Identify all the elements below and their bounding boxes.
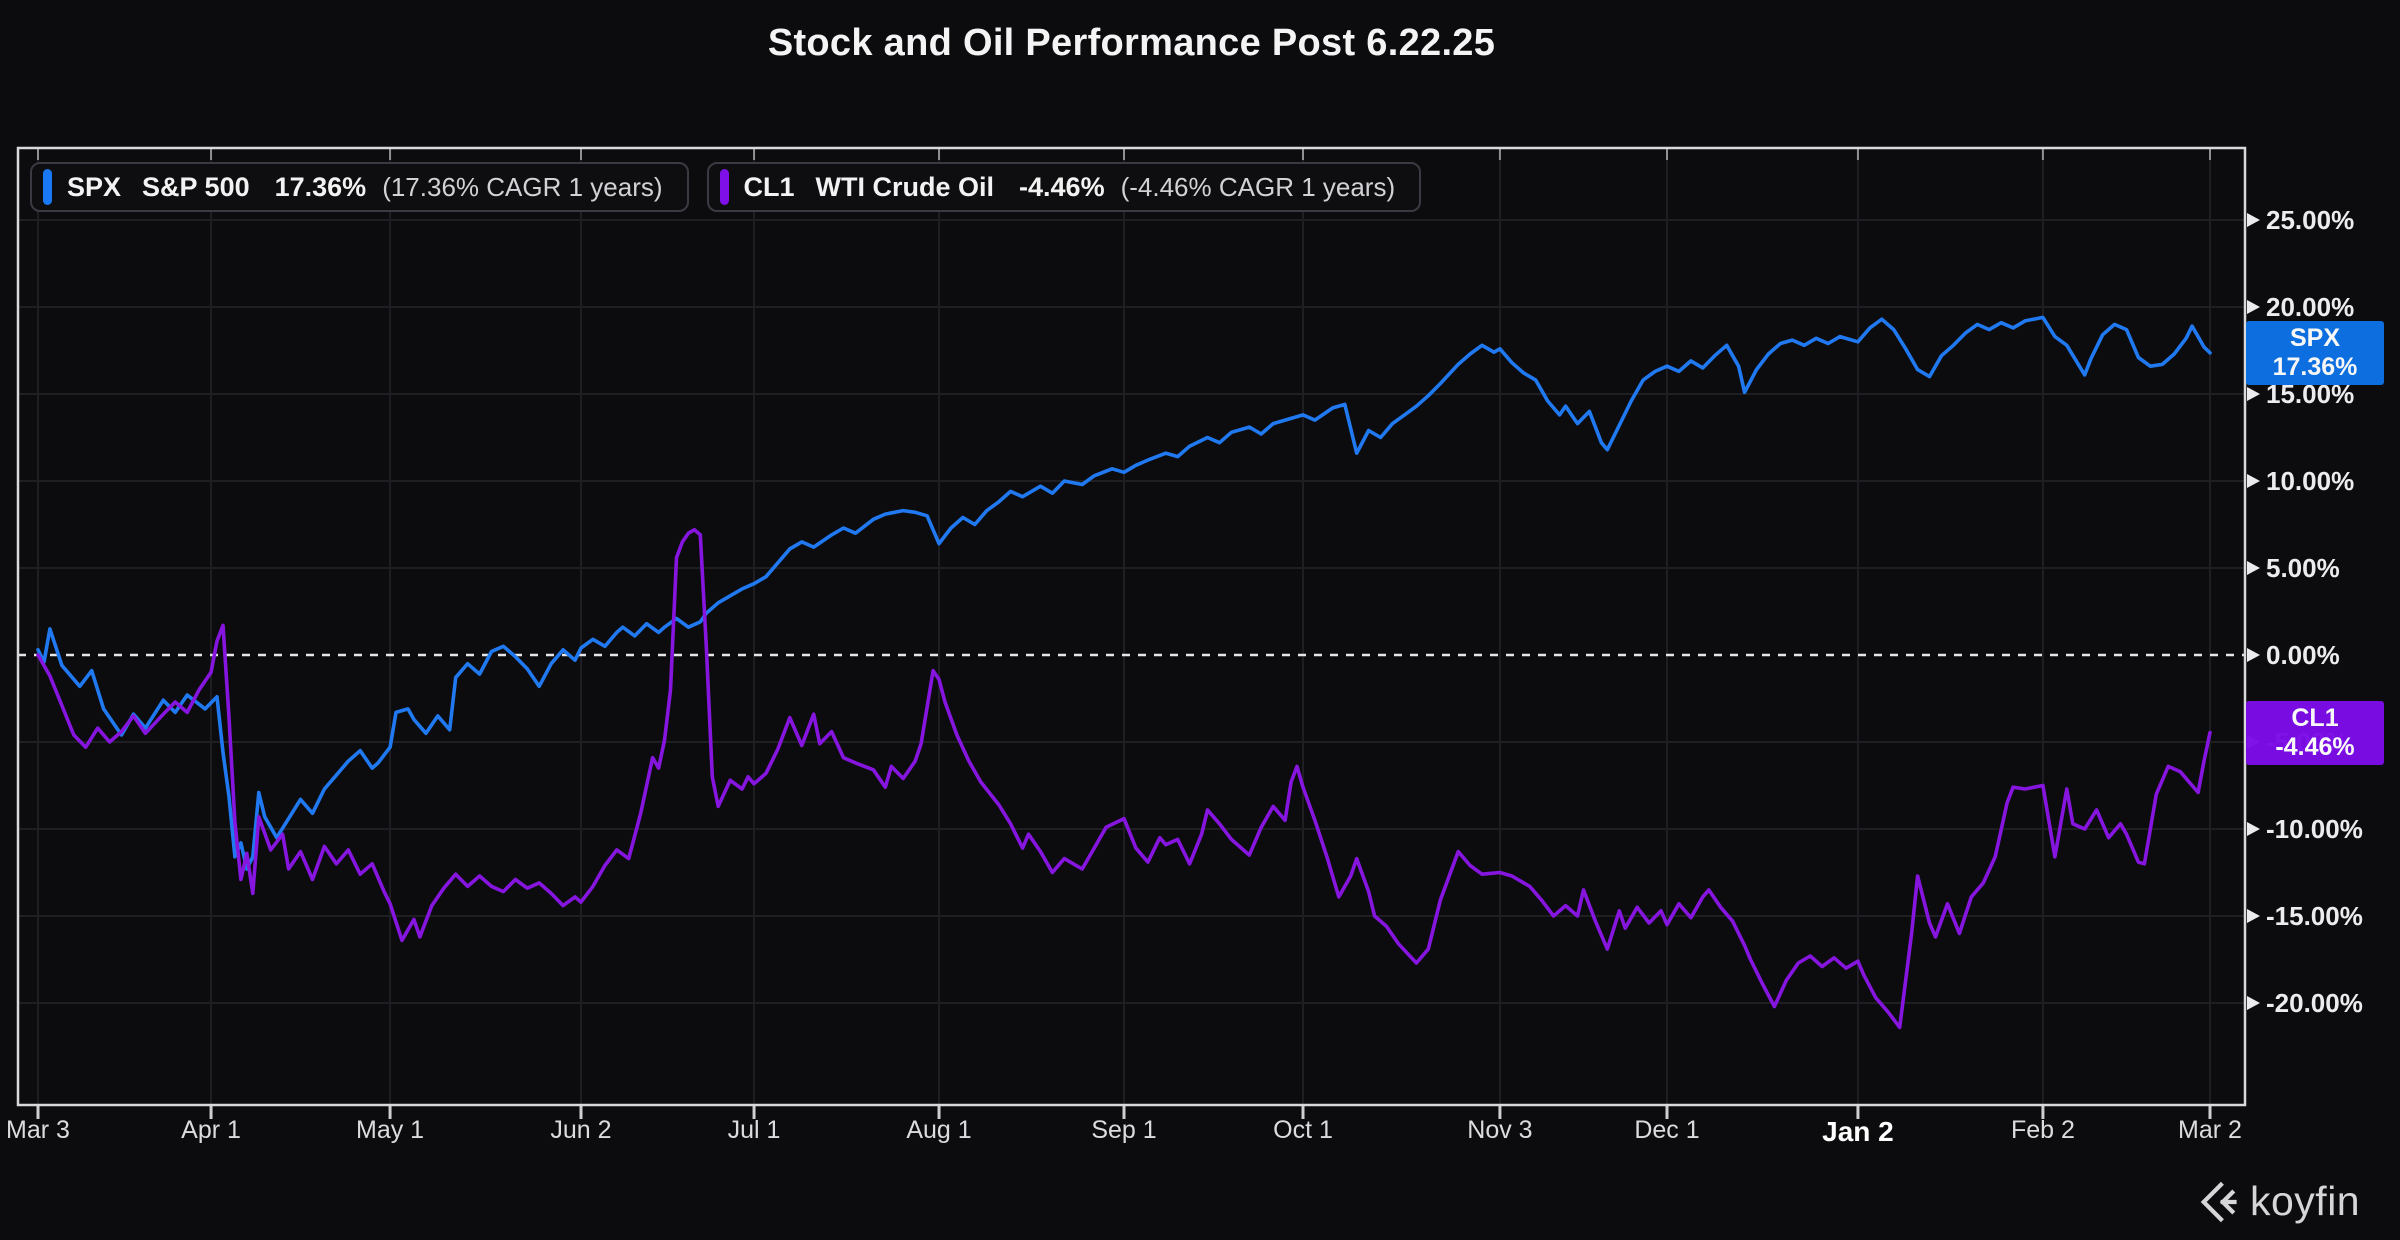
spx-line [36,315,2212,871]
y-axis-label: -15.00% [2266,901,2363,931]
spx-change: 17.36% [274,171,367,202]
y-axis-label: -20.00% [2266,988,2363,1018]
x-axis-label: Nov 3 [1467,1116,1533,1144]
x-axis-label: Aug 1 [906,1116,972,1144]
cl1-accent-bar-icon [719,169,729,205]
cl1-last-price-badge: CL1 -4.46% [2246,700,2384,765]
x-axis-label: Feb 2 [2010,1116,2075,1144]
y-tick-arrow-icon [2247,300,2260,314]
y-tick-arrow-icon [2247,561,2260,575]
x-axis-label: Dec 1 [1634,1116,1700,1144]
y-tick-arrow-icon [2247,474,2260,488]
cl1-change: -4.46% [1019,171,1105,202]
koyfin-wordmark: koyfin [2250,1178,2361,1224]
y-axis-label: 0.00% [2266,640,2340,670]
spx-name: S&P 500 [142,171,250,202]
y-axis-label: 20.00% [2266,292,2355,322]
y-axis-label: 5.00% [2266,553,2340,583]
legend: SPX S&P 500 17.36% (17.36% CAGR 1 years)… [30,162,1422,212]
x-axis-label: Jun 2 [550,1116,612,1144]
cl1-ticker: CL1 [743,171,795,202]
spx-last-price-badge: SPX 17.36% [2246,320,2384,385]
page-title: Stock and Oil Performance Post 6.22.25 [767,22,1496,64]
y-axis-label: 25.00% [2266,205,2355,235]
plot-border [16,146,2247,1107]
koyfin-logo-icon [2200,1181,2237,1222]
x-axis-label: Mar 2 [2178,1116,2242,1144]
y-tick-arrow-icon [2247,213,2260,227]
cl1-badge-value: -4.46% [2275,732,2355,761]
spx-ticker: SPX [67,171,122,202]
y-tick-arrow-icon [2247,387,2260,401]
y-tick-arrow-icon [2247,822,2260,836]
x-axis-label: Apr 1 [181,1116,241,1144]
cl1-line [36,527,2212,1030]
cl1-badge-ticker: CL1 [2291,703,2339,732]
x-axis-label: Jul 1 [727,1116,781,1144]
spx-accent-bar-icon [43,169,52,205]
koyfin-watermark: koyfin [2196,1178,2360,1225]
y-axis-label: 10.00% [2266,466,2355,496]
x-axis-label: Sep 1 [1091,1116,1157,1144]
x-axis-label: Mar 3 [6,1116,70,1144]
y-tick-arrow-icon [2247,996,2260,1010]
spx-badge-ticker: SPX [2289,323,2341,352]
spx-cagr: (17.36% CAGR 1 years) [382,171,663,202]
cl1-cagr: (-4.46% CAGR 1 years) [1120,171,1396,202]
x-axis-label: Jan 2 [1822,1116,1894,1147]
x-axis-label: May 1 [356,1116,425,1144]
y-tick-arrow-icon [2247,909,2260,923]
spx-badge-value: 17.36% [2272,352,2358,381]
cl1-name: WTI Crude Oil [815,171,995,202]
legend-pill-spx[interactable]: SPX S&P 500 17.36% (17.36% CAGR 1 years) [30,162,689,212]
y-axis-label: -10.00% [2266,814,2363,844]
x-axis-label: Oct 1 [1273,1116,1333,1144]
y-tick-arrow-icon [2247,648,2260,662]
legend-pill-cl1[interactable]: CL1 WTI Crude Oil -4.46% (-4.46% CAGR 1 … [706,162,1422,212]
